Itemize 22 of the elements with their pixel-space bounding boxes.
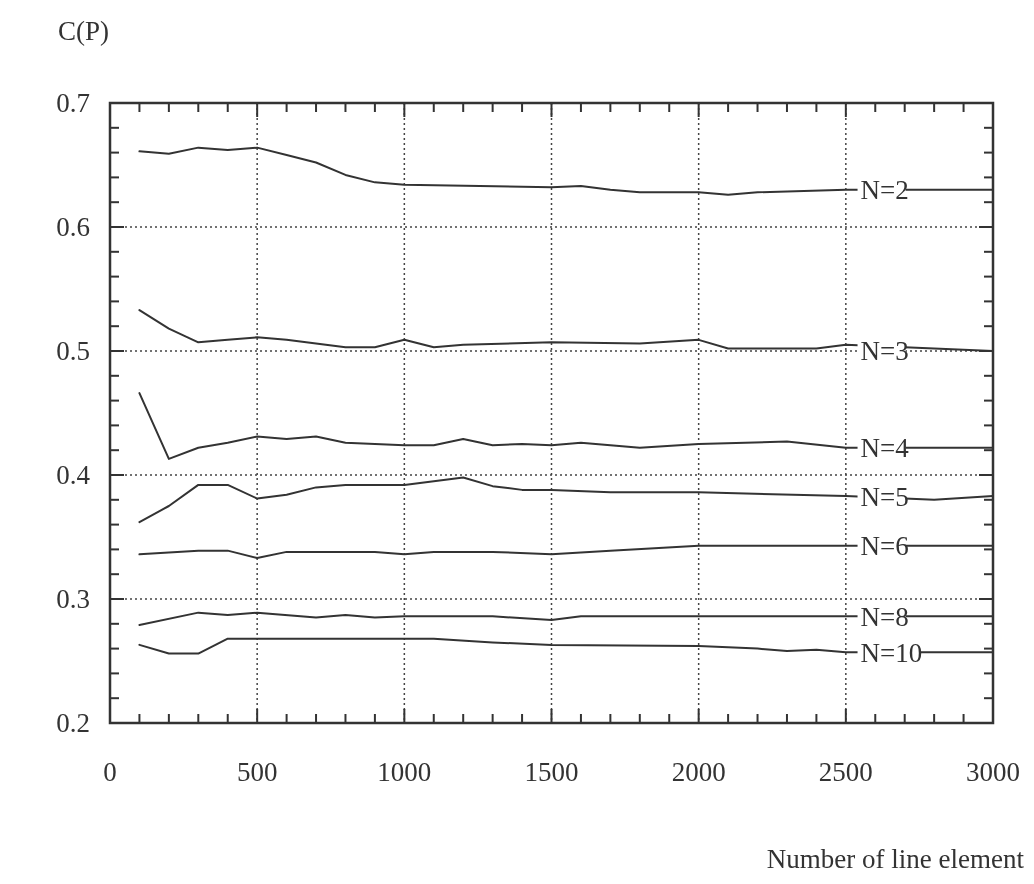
series-label: N=3 <box>860 336 909 367</box>
series-label: N=10 <box>860 637 923 668</box>
x-tick-label: 3000 <box>966 757 1020 787</box>
x-tick-label: 0 <box>103 757 117 787</box>
y-tick-label: 0.4 <box>56 460 91 491</box>
series-label: N=2 <box>860 175 909 206</box>
series-label: N=5 <box>860 481 909 512</box>
y-tick-label: 0.3 <box>56 584 90 615</box>
x-tick-label: 1000 <box>377 757 432 787</box>
series-label: N=6 <box>860 531 909 562</box>
x-tick-label: 500 <box>236 757 278 787</box>
series-label: N=4 <box>860 433 910 464</box>
y-tick-label: 0.5 <box>56 336 90 367</box>
y-tick-label: 0.7 <box>56 88 90 119</box>
x-tick-label: 2000 <box>671 757 726 787</box>
series-label: N=8 <box>860 601 909 632</box>
y-tick-label: 0.2 <box>56 708 90 739</box>
x-axis-title: Number of line element <box>766 844 1025 874</box>
x-tick-label: 1500 <box>524 757 579 787</box>
x-tick-label: 2500 <box>818 757 873 787</box>
y-axis-title: C(P) <box>58 16 110 46</box>
y-tick-label: 0.6 <box>56 212 90 243</box>
